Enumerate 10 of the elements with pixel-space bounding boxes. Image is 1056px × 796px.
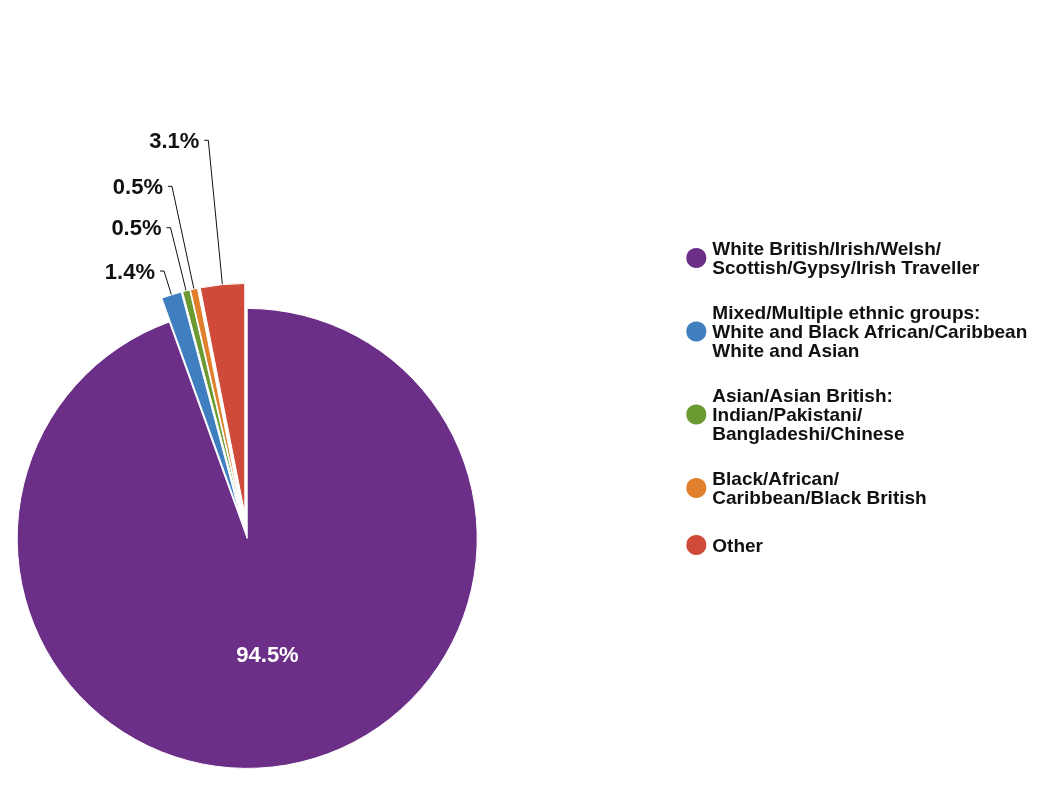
data-label: 94.5%	[236, 642, 299, 668]
legend-label: Mixed/Multiple ethnic groups: White and Black African/Caribbean White and Asian	[712, 302, 1028, 361]
data-label: 0.5%	[112, 173, 163, 199]
legend-label: Other	[712, 534, 764, 556]
legend-label: Black/African/ Caribbean/Black British	[712, 468, 927, 508]
data-label: 1.4%	[104, 258, 156, 284]
data-label: 0.5%	[111, 215, 162, 241]
data-label: 3.1%	[149, 127, 200, 153]
legend-label: Asian/Asian British: Indian/Pakistani/ Bangladeshi/Chinese	[712, 385, 905, 444]
legend-label: White British/Irish/Welsh/ Scottish/Gypsy/Irish Traveller	[712, 238, 981, 278]
